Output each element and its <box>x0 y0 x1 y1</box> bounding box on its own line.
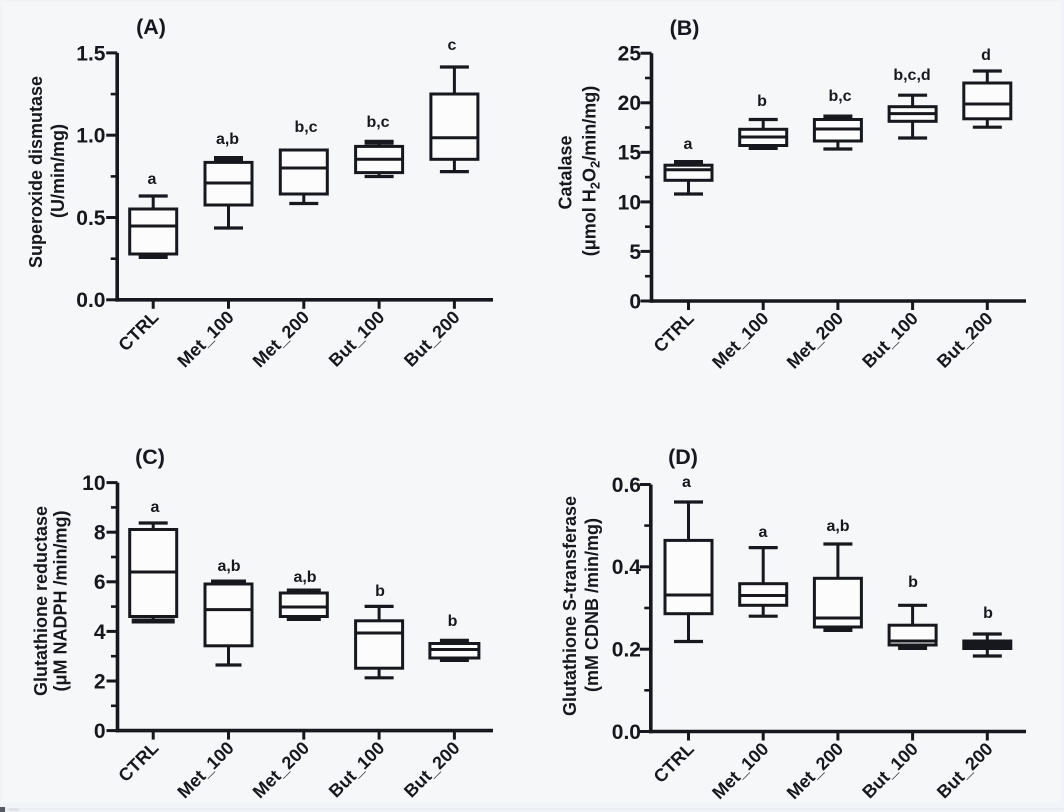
svg-text:But_100: But_100 <box>325 307 389 371</box>
svg-text:But_200: But_200 <box>400 738 464 802</box>
svg-text:a,b: a,b <box>217 558 240 575</box>
svg-text:But_100: But_100 <box>858 739 922 803</box>
svg-text:a: a <box>682 474 691 491</box>
svg-text:10: 10 <box>82 472 105 495</box>
svg-text:Met_200: Met_200 <box>249 738 313 802</box>
svg-text:CTRL: CTRL <box>114 307 162 355</box>
svg-text:c: c <box>448 37 457 54</box>
svg-text:Met_100: Met_100 <box>708 739 772 803</box>
svg-text:b,c: b,c <box>366 114 389 131</box>
svg-text:Glutathione reductase: Glutathione reductase <box>31 506 51 696</box>
svg-text:2: 2 <box>94 670 106 693</box>
svg-text:b,c: b,c <box>294 119 317 136</box>
svg-text:b: b <box>908 574 918 591</box>
svg-text:(μM NADPH /min/mg): (μM NADPH /min/mg) <box>51 510 71 691</box>
svg-text:a,b: a,b <box>293 569 316 586</box>
svg-text:CTRL: CTRL <box>650 308 698 356</box>
svg-text:(μmol H2O2/min/mg): (μmol H2O2/min/mg) <box>580 86 603 257</box>
svg-text:But_100: But_100 <box>858 308 922 372</box>
svg-text:Met_100: Met_100 <box>173 738 237 802</box>
svg-text:(C): (C) <box>135 445 165 469</box>
svg-text:CTRL: CTRL <box>650 739 698 787</box>
svg-text:CTRL: CTRL <box>114 738 162 786</box>
svg-text:0.5: 0.5 <box>76 207 106 230</box>
svg-text:a: a <box>148 171 157 188</box>
svg-text:(B): (B) <box>670 16 700 40</box>
svg-text:(A): (A) <box>136 15 166 39</box>
svg-text:d: d <box>981 47 991 64</box>
svg-text:b: b <box>448 613 458 630</box>
svg-text:b: b <box>757 93 767 110</box>
svg-text:10: 10 <box>618 191 641 214</box>
svg-text:0.0: 0.0 <box>612 721 641 744</box>
svg-text:0: 0 <box>629 290 641 313</box>
svg-text:But_100: But_100 <box>325 738 389 802</box>
svg-text:(D): (D) <box>668 445 698 469</box>
svg-text:b,c,d: b,c,d <box>893 67 930 84</box>
svg-text:4: 4 <box>94 621 106 644</box>
svg-text:6: 6 <box>94 571 106 594</box>
svg-text:0.2: 0.2 <box>612 639 641 662</box>
svg-text:0.0: 0.0 <box>76 289 105 312</box>
svg-text:b: b <box>375 583 385 600</box>
svg-text:a: a <box>759 524 768 541</box>
svg-text:8: 8 <box>94 522 106 545</box>
svg-text:1.0: 1.0 <box>76 125 105 148</box>
svg-text:15: 15 <box>618 142 642 165</box>
svg-text:Met_200: Met_200 <box>249 307 313 371</box>
svg-text:But_200: But_200 <box>933 308 997 372</box>
svg-text:Catalase: Catalase <box>556 135 576 209</box>
svg-text:25: 25 <box>618 43 642 66</box>
svg-text:20: 20 <box>618 92 641 115</box>
svg-text:(mM CDNB /min/mg): (mM CDNB /min/mg) <box>582 518 602 692</box>
svg-text:Met_100: Met_100 <box>173 307 237 371</box>
svg-text:0.4: 0.4 <box>612 556 642 579</box>
svg-text:But_200: But_200 <box>933 739 997 803</box>
svg-text:a: a <box>151 499 160 516</box>
svg-text:b,c: b,c <box>828 88 851 105</box>
svg-text:1.5: 1.5 <box>76 42 106 65</box>
svg-text:b: b <box>983 605 993 622</box>
svg-text:Glutathione S-transferase: Glutathione S-transferase <box>560 496 580 716</box>
svg-text:Superoxide dismutase: Superoxide dismutase <box>26 76 46 268</box>
svg-text:0: 0 <box>94 720 106 743</box>
svg-text:0.6: 0.6 <box>612 474 641 497</box>
svg-text:a,b: a,b <box>826 518 849 535</box>
svg-text:Met_200: Met_200 <box>783 739 847 803</box>
svg-text:But_200: But_200 <box>400 307 464 371</box>
svg-text:a,b: a,b <box>216 131 239 148</box>
svg-text:Met_100: Met_100 <box>708 308 772 372</box>
svg-text:a: a <box>684 136 693 153</box>
svg-text:(U/min/mg): (U/min/mg) <box>48 124 68 218</box>
svg-text:5: 5 <box>629 241 641 264</box>
svg-text:Met_200: Met_200 <box>783 308 847 372</box>
